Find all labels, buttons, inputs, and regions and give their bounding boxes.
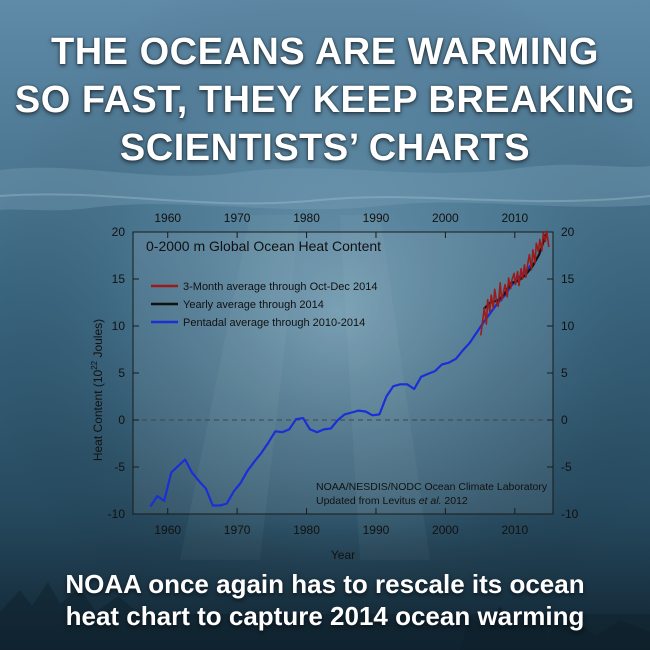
y-axis-label-exponent: 22 xyxy=(90,360,99,369)
credit-line-2: Updated from Levitus et al. 2012 xyxy=(316,495,468,507)
series-line-pentadal xyxy=(149,263,534,508)
headline: THE OCEANS ARE WARMING SO FAST, THEY KEE… xyxy=(0,28,650,172)
legend-label-yearly: Yearly average through 2014 xyxy=(183,299,324,311)
y-tick-label-right: -5 xyxy=(561,460,572,474)
y-tick-label-right: 15 xyxy=(561,272,575,286)
legend-label-pentadal: Pentadal average through 2010-2014 xyxy=(183,317,365,329)
plot-area xyxy=(132,231,554,515)
y-axis-label-prefix: Heat Content (10 xyxy=(91,369,105,461)
y-tick-label-right: 10 xyxy=(561,319,575,333)
chart-title: 0-2000 m Global Ocean Heat Content xyxy=(146,238,381,254)
headline-line-1: THE OCEANS ARE WARMING xyxy=(51,31,599,73)
caption-line-1: NOAA once again has to rescale its ocean xyxy=(65,569,585,599)
y-tick-label-left: 5 xyxy=(118,366,125,380)
y-tick-label-right: 5 xyxy=(561,366,568,380)
legend-label-three-month: 3-Month average through Oct-Dec 2014 xyxy=(183,281,377,293)
x-tick-label-top: 1980 xyxy=(293,211,320,225)
legend: 3-Month average through Oct-Dec 2014 Yea… xyxy=(151,281,377,329)
y-tick-label-left: -10 xyxy=(108,507,126,521)
credit-line-2-suffix: 2012 xyxy=(441,495,467,507)
series-line-three-month xyxy=(480,230,550,336)
y-tick-label-left: 0 xyxy=(118,413,125,427)
caption: NOAA once again has to rescale its ocean… xyxy=(0,568,650,632)
headline-line-2: SO FAST, THEY KEEP BREAKING xyxy=(14,79,636,121)
x-tick-label-bottom: 1960 xyxy=(154,523,181,537)
credit-line-2-prefix: Updated from Levitus xyxy=(316,495,419,507)
y-axis-label-suffix: Joules) xyxy=(91,319,105,361)
caption-line-2: heat chart to capture 2014 ocean warming xyxy=(65,601,585,631)
headline-line-3: SCIENTISTS’ CHARTS xyxy=(119,127,531,169)
credit-line-1: NOAA/NESDIS/NODC Ocean Climate Laborator… xyxy=(316,481,548,493)
y-tick-label-right: 0 xyxy=(561,413,568,427)
x-tick-label-bottom: 2010 xyxy=(501,523,528,537)
x-tick-label-bottom: 1970 xyxy=(224,523,251,537)
x-tick-label-top: 2010 xyxy=(501,211,528,225)
x-tick-label-bottom: 1980 xyxy=(293,523,320,537)
x-tick-label-top: 1990 xyxy=(363,211,390,225)
y-tick-label-left: 20 xyxy=(112,225,126,239)
y-tick-label-left: 15 xyxy=(112,272,126,286)
y-axis-label: Heat Content (1022 Joules) xyxy=(90,319,105,461)
y-tick-label-left: -5 xyxy=(114,460,125,474)
y-tick-label-right: -10 xyxy=(561,507,579,521)
x-tick-label-bottom: 2000 xyxy=(432,523,459,537)
x-tick-label-bottom: 1990 xyxy=(363,523,390,537)
x-tick-label-top: 1970 xyxy=(224,211,251,225)
y-tick-label-left: 10 xyxy=(112,319,126,333)
x-tick-label-top: 2000 xyxy=(432,211,459,225)
y-tick-label-right: 20 xyxy=(561,225,575,239)
x-axis-label: Year xyxy=(331,548,355,562)
credit-line-2-italic: et al. xyxy=(419,495,442,507)
x-tick-label-top: 1960 xyxy=(154,211,181,225)
